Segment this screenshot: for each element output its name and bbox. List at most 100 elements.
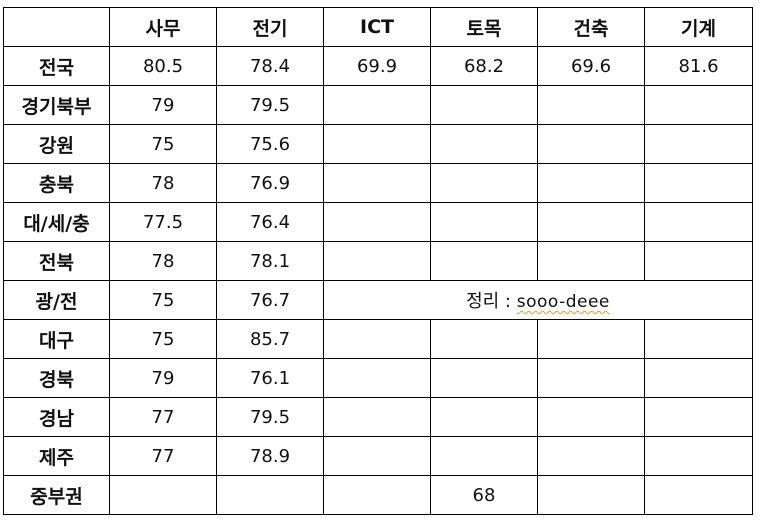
table-cell: [644, 319, 753, 359]
table-cell: [323, 319, 431, 359]
table-row: 경기북부 79 79.5: [3, 85, 753, 125]
table-cell: [323, 163, 431, 203]
corner-cell: [3, 7, 110, 47]
table-row: 강원 75 75.6: [3, 124, 753, 164]
table-cell: 77: [109, 397, 217, 437]
row-header: 충북: [3, 163, 110, 203]
table-cell: 78.4: [216, 46, 324, 86]
row-header: 경기북부: [3, 85, 110, 125]
table-cell: 68.2: [430, 46, 538, 86]
table-cell: [537, 202, 645, 242]
row-header: 대구: [3, 319, 110, 359]
table-cell: [537, 436, 645, 476]
table-cell: 69.9: [323, 46, 431, 86]
table-cell: [644, 475, 753, 515]
table-cell: 76.7: [216, 280, 324, 320]
table-cell: [644, 241, 753, 281]
table-cell: 79.5: [216, 397, 324, 437]
table-row: 중부권 68: [3, 475, 753, 515]
table-row: 대/세/충 77.5 76.4: [3, 202, 753, 242]
table-cell: 80.5: [109, 46, 217, 86]
table-cell: 78: [109, 163, 217, 203]
table-cell: [323, 124, 431, 164]
row-header: 강원: [3, 124, 110, 164]
table-row: 충북 78 76.9: [3, 163, 753, 203]
table-cell: 77.5: [109, 202, 217, 242]
header-row: 사무 전기 ICT 토목 건축 기계: [3, 7, 753, 47]
table-cell: 79.5: [216, 85, 324, 125]
table-cell: 79: [109, 85, 217, 125]
table-cell: [323, 358, 431, 398]
table-cell: [430, 124, 538, 164]
table-cell: [537, 475, 645, 515]
table-row: 대구 75 85.7: [3, 319, 753, 359]
table-cell: 75: [109, 319, 217, 359]
table-cell: 78.1: [216, 241, 324, 281]
row-header: 전국: [3, 46, 110, 86]
table-cell: 75: [109, 124, 217, 164]
table-cell: 76.1: [216, 358, 324, 398]
row-header: 대/세/충: [3, 202, 110, 242]
table-cell: [537, 319, 645, 359]
table-cell: [323, 241, 431, 281]
column-header: 기계: [644, 7, 753, 47]
table-cell: 76.4: [216, 202, 324, 242]
row-header: 광/전: [3, 280, 110, 320]
table-cell: [644, 124, 753, 164]
note-author: sooo-deee: [516, 292, 610, 312]
note-cell: 정리 : sooo-deee: [323, 280, 753, 320]
table-cell: 85.7: [216, 319, 324, 359]
table-cell: 77: [109, 436, 217, 476]
table-cell: [109, 475, 217, 515]
table-cell: [644, 397, 753, 437]
table-cell: [430, 436, 538, 476]
table-cell: [430, 202, 538, 242]
table-cell: [430, 85, 538, 125]
table-cell: [323, 475, 431, 515]
table-cell: 76.9: [216, 163, 324, 203]
table-cell: [644, 436, 753, 476]
table-cell: [537, 163, 645, 203]
table-cell: [323, 436, 431, 476]
row-header: 경남: [3, 397, 110, 437]
table-cell: [216, 475, 324, 515]
table-row: 제주 77 78.9: [3, 436, 753, 476]
column-header: 토목: [430, 7, 538, 47]
table-row: 광/전 75 76.7 정리 : sooo-deee: [3, 280, 753, 320]
table-cell: 75.6: [216, 124, 324, 164]
table-row: 경남 77 79.5: [3, 397, 753, 437]
column-header: 전기: [216, 7, 324, 47]
table-cell: 79: [109, 358, 217, 398]
table-cell: [323, 202, 431, 242]
row-header: 경북: [3, 358, 110, 398]
table-cell: 75: [109, 280, 217, 320]
table-cell: [537, 124, 645, 164]
table-cell: [430, 163, 538, 203]
table-row: 전국 80.5 78.4 69.9 68.2 69.6 81.6: [3, 46, 753, 86]
row-header: 중부권: [3, 475, 110, 515]
table-cell: [537, 85, 645, 125]
table-cell: [430, 358, 538, 398]
table-cell: [430, 319, 538, 359]
note-label: 정리 :: [466, 291, 511, 312]
table-cell: 81.6: [644, 46, 753, 86]
table-cell: [430, 241, 538, 281]
row-header: 전북: [3, 241, 110, 281]
table-cell: [430, 397, 538, 437]
table-cell: [323, 397, 431, 437]
table-cell: [644, 85, 753, 125]
column-header: 건축: [537, 7, 645, 47]
score-table: 사무 전기 ICT 토목 건축 기계 전국 80.5 78.4 69.9 68.…: [3, 7, 753, 515]
table-cell: [537, 397, 645, 437]
table-cell: [644, 358, 753, 398]
table-cell: 78.9: [216, 436, 324, 476]
table-cell: [537, 358, 645, 398]
table-cell: [644, 163, 753, 203]
table-cell: 78: [109, 241, 217, 281]
column-header: 사무: [109, 7, 217, 47]
column-header: ICT: [323, 7, 431, 47]
table-cell: 68: [430, 475, 538, 515]
table-row: 전북 78 78.1: [3, 241, 753, 281]
table-cell: [644, 202, 753, 242]
table-cell: [323, 85, 431, 125]
